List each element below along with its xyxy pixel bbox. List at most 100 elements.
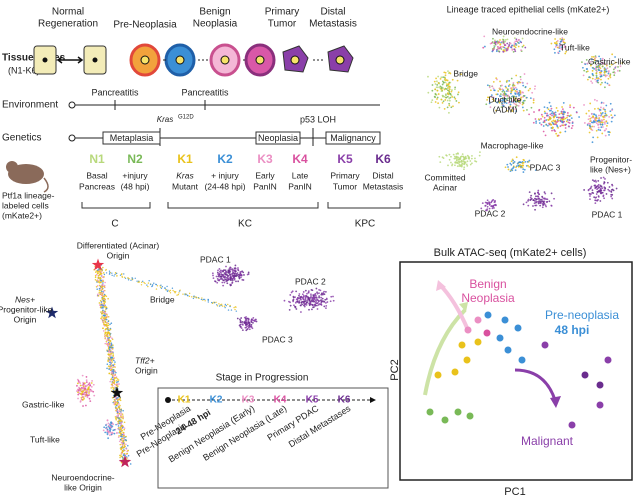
cell-point: [596, 185, 599, 188]
cell-point: [233, 267, 236, 270]
cell-point: [97, 295, 100, 297]
cell-point: [581, 61, 583, 64]
cell-point: [295, 308, 298, 310]
cell-point: [90, 385, 93, 388]
cell-point: [594, 117, 597, 119]
cell-point: [563, 41, 566, 44]
cell-point: [492, 48, 495, 50]
cell-point: [535, 201, 537, 204]
cell-point: [607, 70, 610, 72]
cell-point: [516, 92, 519, 94]
cell-point: [522, 96, 524, 98]
cell-point: [125, 443, 127, 446]
cell-point: [313, 304, 316, 307]
cell-point: [593, 121, 596, 124]
cell-point: [240, 317, 243, 319]
cell-point: [332, 299, 335, 302]
cell-point: [591, 77, 594, 80]
cell-point: [109, 431, 111, 433]
cell-point: [98, 289, 101, 292]
cell-point: [541, 206, 544, 209]
cell-point: [434, 101, 437, 103]
cell-point: [562, 124, 565, 127]
cell-point: [466, 164, 469, 167]
cell-point: [298, 300, 301, 302]
cell-point: [461, 153, 464, 156]
cell-point: [111, 370, 114, 372]
cell-point: [223, 305, 226, 307]
cell-point: [226, 282, 229, 285]
sample-point: [474, 316, 482, 324]
cell-point: [617, 69, 619, 72]
cell-point: [91, 380, 93, 382]
cell-point: [543, 110, 546, 113]
cell-point: [240, 327, 243, 330]
sample-point: [496, 334, 504, 342]
cell-point: [102, 306, 104, 309]
cell-point: [120, 448, 122, 451]
cell-point: [302, 300, 304, 303]
cell-point: [106, 419, 109, 421]
cell-point: [556, 135, 559, 137]
cell-point: [101, 315, 103, 318]
cluster-label: PDAC 3: [530, 162, 561, 172]
cell-point: [234, 308, 236, 311]
cell-point: [108, 270, 111, 272]
sample-point: [596, 381, 604, 389]
cell-point: [565, 50, 568, 53]
cell-point: [601, 112, 604, 114]
cell-point: [493, 89, 496, 92]
cell-point: [587, 188, 590, 191]
cell-point: [496, 101, 499, 104]
cell-point: [480, 207, 483, 210]
cell-point: [226, 279, 229, 282]
cell-point: [227, 309, 230, 311]
cell-point: [108, 346, 111, 349]
cell-point: [599, 73, 602, 76]
cell-point: [559, 120, 562, 123]
cell-point: [534, 169, 537, 171]
cell-point: [324, 291, 327, 293]
cell-point: [544, 192, 547, 195]
cell-point: [609, 102, 612, 105]
cell-point: [501, 97, 504, 99]
cell-point: [144, 282, 146, 285]
cell-point: [110, 344, 113, 347]
cell-point: [515, 40, 518, 42]
cell-point: [564, 130, 567, 133]
cell-point: [312, 294, 315, 296]
cell-point: [457, 160, 460, 163]
cell-point: [468, 157, 471, 160]
cell-point: [108, 339, 110, 342]
cell-point: [453, 155, 456, 158]
cell-point: [104, 301, 107, 303]
cell-point: [118, 408, 121, 411]
condition-code: K5: [337, 152, 353, 166]
cell-point: [112, 378, 114, 381]
cell-point: [216, 304, 218, 306]
cell-point: [100, 301, 103, 303]
cell-point: [100, 317, 102, 320]
cell-point: [174, 291, 177, 293]
cell-point: [559, 131, 562, 134]
cell-point: [515, 165, 518, 167]
cell-point: [320, 304, 323, 306]
cell-point: [107, 335, 109, 338]
cell-point: [111, 384, 114, 387]
cell-point: [554, 114, 557, 116]
cell-point: [116, 423, 119, 425]
cell-point: [463, 161, 466, 164]
cell-point: [488, 207, 491, 210]
cell-point: [621, 62, 624, 64]
cell-point: [446, 106, 449, 109]
cell-point: [108, 434, 111, 437]
cell-point: [102, 429, 105, 432]
cell-point: [589, 60, 592, 63]
cell-point: [122, 409, 124, 412]
cell-point: [513, 44, 516, 46]
cell-point: [523, 168, 526, 171]
cell-point: [592, 192, 595, 195]
cell-point: [105, 324, 107, 326]
cell-point: [597, 126, 600, 129]
nucleus: [290, 55, 300, 65]
